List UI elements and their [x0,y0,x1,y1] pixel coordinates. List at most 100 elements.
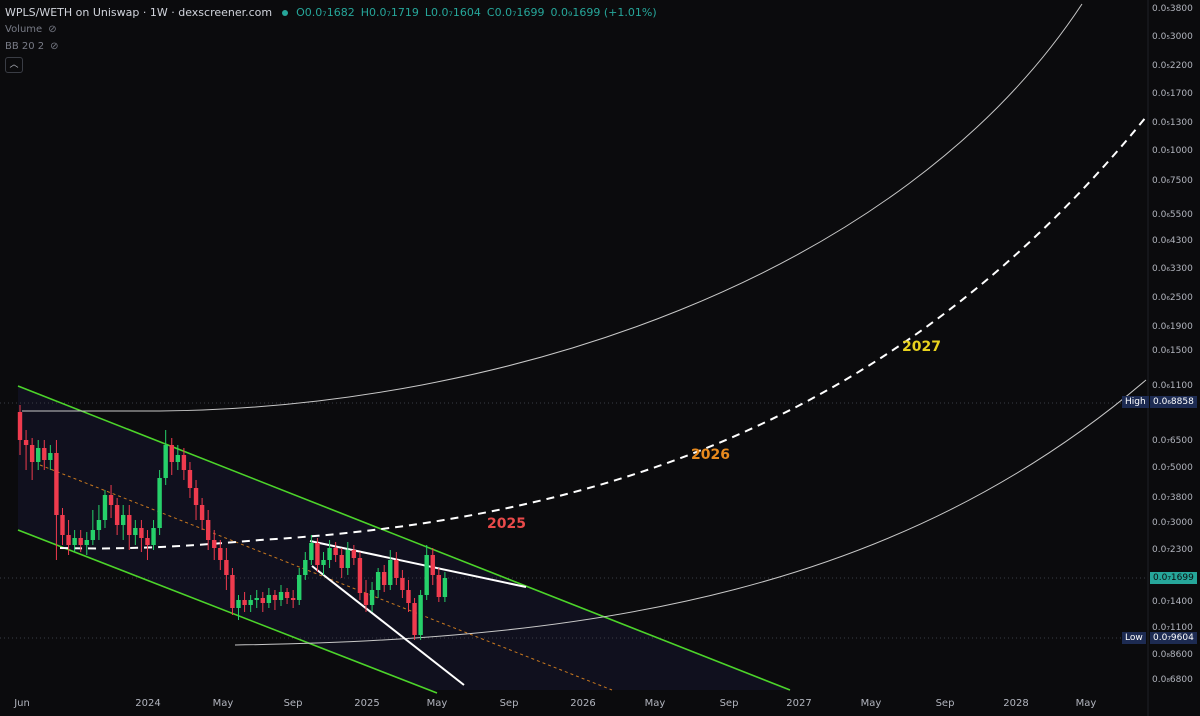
price-tick-label: 0.0₅1300 [1152,118,1193,128]
candle-body [430,555,435,575]
ohlc-change: 0.0₉1699 (+1.01%) [550,6,657,19]
collapse-legend-button[interactable]: ︿ [5,57,23,73]
candle-body [114,505,120,525]
ohlc-open: O0.0₇1682 [296,6,355,19]
time-tick-label: May [426,698,448,709]
candle-body [224,560,229,575]
candle-body [248,600,253,605]
high-tag-label: High [1122,396,1149,408]
candle-body [442,578,448,597]
candle-body [400,578,405,590]
market-status-icon [282,9,289,16]
time-tick-label: May [644,698,666,709]
time-tick-label: May [212,698,234,709]
candle-body [339,555,344,568]
time-tick-label: Sep [283,698,303,709]
candle-body [309,543,314,560]
time-tick-label: May [860,698,882,709]
price-tick-label: 0.0₆4300 [1152,236,1193,246]
ohlc-low: L0.0₇1604 [424,6,481,19]
time-tick-label: 2025 [354,698,380,709]
time-tick-label: Sep [499,698,519,709]
candle-body [96,520,102,530]
candle-body [90,530,96,540]
candle-body [102,495,108,520]
time-tick-label: 2024 [135,698,161,709]
time-tick-label: Jun [14,698,30,709]
candle-body [127,515,132,535]
candle-body [327,548,332,560]
symbol-title: WPLS/WETH on Uniswap · 1W · dexscreener.… [5,6,273,19]
time-tick-label: Sep [719,698,739,709]
price-tick-label: 0.0₇1100 [1152,623,1193,633]
candle-body [412,603,417,635]
price-tick-label: 0.0₆1500 [1152,346,1193,356]
candle-body [212,540,217,548]
candle-body [424,555,429,595]
candle-body [84,540,89,545]
candle-body [369,590,375,605]
low-tag-label: Low [1122,632,1146,644]
candle-body [236,600,241,608]
ohlc-close: C0.0₇1699 [486,6,545,19]
bb-indicator-label[interactable]: BB 20 2 [5,41,45,52]
price-tick-label: 0.0₆3300 [1152,264,1193,274]
candle-body [36,448,41,462]
candle-body [303,560,308,575]
candle-body [230,575,235,608]
candle-body [163,445,168,478]
candle-body [345,550,350,568]
year-2027-label: 2027 [902,339,941,355]
candle-body [139,528,144,538]
candle-body [17,412,23,440]
candle-body [157,478,162,528]
time-tick-label: May [1075,698,1097,709]
candle-body [23,440,29,445]
candle-body [151,528,156,545]
ohlc-high: H0.0₇1719 [360,6,419,19]
eye-hidden-icon[interactable]: ⊘ [50,41,59,52]
candle-body [187,470,193,488]
price-tick-label: 0.0₆1100 [1152,381,1193,391]
price-tick-label: 0.0₅2200 [1152,61,1193,71]
price-tick-label: 0.0₅3000 [1152,32,1193,42]
candle-body [260,598,265,603]
candle-body [351,550,357,558]
price-tick-label: 0.0₇6500 [1152,436,1193,446]
candle-body [108,495,114,505]
chart-legend: WPLS/WETH on Uniswap · 1W · dexscreener.… [5,4,657,73]
candle-body [42,448,47,460]
candle-body [205,520,211,540]
candle-body [418,595,423,635]
lower-arc [234,379,1147,646]
price-tick-label: 0.0₆5500 [1152,210,1193,220]
candle-body [145,538,150,545]
candle-body [406,590,411,603]
candle-body [169,445,174,462]
candle-body [333,548,338,555]
price-tick-label: 0.0₇2300 [1152,545,1193,555]
candle-body [357,558,363,593]
candle-body [72,538,77,545]
wedge-lower-line [311,565,465,686]
eye-hidden-icon[interactable]: ⊘ [48,24,57,35]
candle-body [284,592,290,598]
price-tick-label: 0.0₆1900 [1152,322,1193,332]
candle-body [66,535,71,545]
time-tick-label: Sep [935,698,955,709]
volume-indicator-label[interactable]: Volume [5,24,43,35]
candle-body [199,505,205,520]
price-tick-label: 0.0₅1700 [1152,89,1193,99]
price-tick-label: 0.0₇3800 [1152,493,1193,503]
price-tick-label: 0.0₇1400 [1152,597,1193,607]
time-tick-label: 2026 [570,698,596,709]
time-tick-label: 2027 [786,698,812,709]
price-tick-label: 0.0₇3000 [1152,518,1193,528]
candle-body [375,572,381,590]
year-2026-label: 2026 [691,447,730,463]
year-2025-label: 2025 [487,516,526,532]
price-tick-label: 0.0₅3800 [1152,4,1193,14]
price-tick-label: 0.0₆7500 [1152,176,1193,186]
candle-body [78,538,83,545]
